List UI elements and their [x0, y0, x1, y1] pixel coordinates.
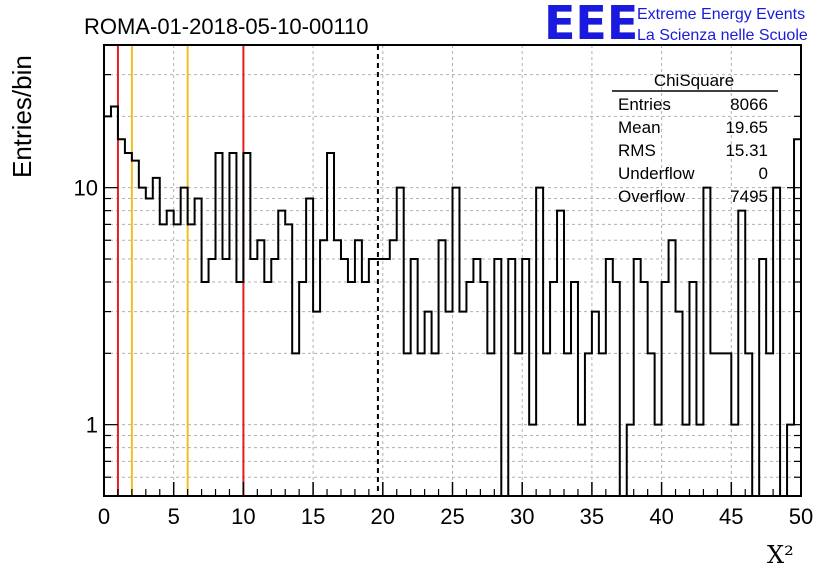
stats-value-underflow: 0 [759, 164, 768, 183]
stats-value-overflow: 7495 [730, 187, 768, 206]
axis-ticks: 0 5 10 15 20 25 30 35 40 45 50 1 10 [74, 44, 813, 529]
histogram-title: ROMA-01-2018-05-10-00110 [84, 14, 369, 39]
x-tick-label: 50 [789, 504, 813, 529]
x-tick-label: 40 [649, 504, 673, 529]
x-axis-label: X² [767, 541, 794, 569]
stats-label-underflow: Underflow [618, 164, 695, 183]
stats-value-rms: 15.31 [725, 141, 768, 160]
x-tick-label: 5 [168, 504, 180, 529]
brand-line-1: Extreme Energy Events [637, 6, 805, 23]
marker-lines [116, 45, 379, 496]
stats-box: ChiSquare Entries 8066 Mean 19.65 RMS 15… [612, 71, 778, 206]
stats-value-mean: 19.65 [725, 118, 768, 137]
x-tick-label: 35 [580, 504, 604, 529]
stats-value-entries: 8066 [730, 95, 768, 114]
x-tick-label: 25 [440, 504, 464, 529]
y-tick-label: 10 [74, 176, 98, 201]
stats-title: ChiSquare [654, 71, 734, 90]
stats-label-mean: Mean [618, 118, 661, 137]
y-tick-label: 1 [86, 413, 98, 438]
stats-label-overflow: Overflow [618, 187, 686, 206]
stats-label-rms: RMS [618, 141, 656, 160]
x-tick-label: 10 [231, 504, 255, 529]
x-tick-label: 15 [301, 504, 325, 529]
stats-label-entries: Entries [618, 95, 671, 114]
x-tick-label: 45 [719, 504, 743, 529]
histogram-series [103, 105, 802, 497]
y-axis-label: Entries/bin [7, 55, 37, 178]
x-tick-label: 20 [371, 504, 395, 529]
eee-logo: EEE [544, 0, 638, 50]
x-tick-label: 30 [510, 504, 534, 529]
brand-line-2: La Scienza nelle Scuole [637, 27, 808, 44]
x-tick-label: 0 [98, 504, 110, 529]
